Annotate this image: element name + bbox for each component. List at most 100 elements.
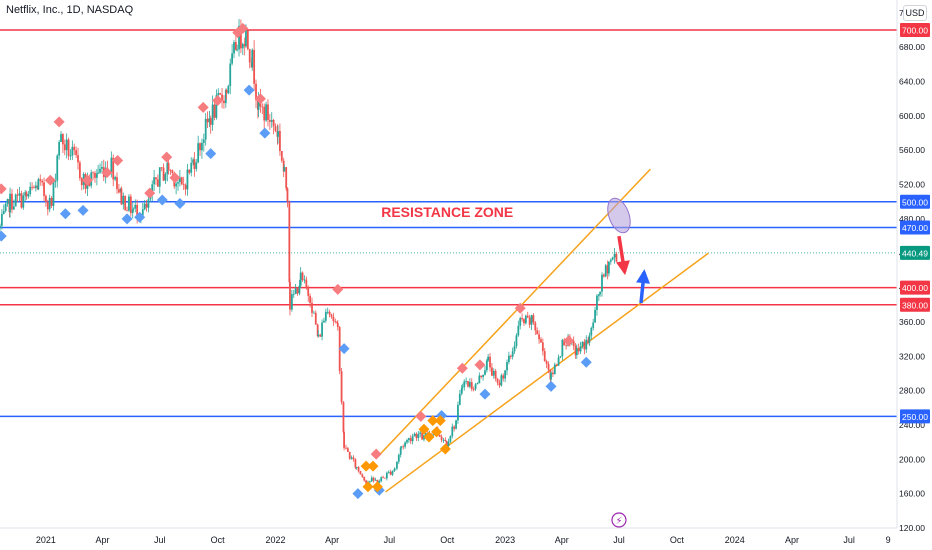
y-tick-label: 120.00 — [899, 523, 925, 533]
candle-body — [519, 318, 522, 326]
candle-body — [597, 294, 600, 296]
low-marker — [156, 194, 168, 206]
candle-body — [180, 177, 183, 185]
x-tick-label: Apr — [96, 535, 110, 545]
candle-body — [453, 426, 456, 429]
candle-body — [301, 272, 304, 280]
candle-body — [536, 330, 539, 335]
candle-body — [468, 382, 471, 387]
candle-body — [363, 476, 366, 481]
candle-body — [215, 95, 218, 118]
candle-body — [498, 382, 501, 386]
candle-body — [217, 93, 220, 96]
candle-body — [340, 371, 343, 403]
channel-line-1[interactable] — [385, 252, 709, 493]
candle-body — [500, 375, 503, 386]
candle-body — [577, 348, 580, 352]
candle-body — [389, 471, 392, 475]
candle-body — [134, 204, 137, 209]
candle-body — [460, 388, 463, 394]
candle-body — [530, 315, 533, 325]
channel-line-0[interactable] — [378, 168, 651, 456]
candle-body — [575, 348, 578, 356]
candle-body — [494, 370, 497, 379]
candle-body — [175, 183, 178, 187]
candle-body — [97, 172, 100, 174]
candle-body — [323, 320, 325, 323]
low-marker — [545, 380, 557, 392]
candle-body — [303, 279, 306, 281]
level-price-label: 470.00 — [902, 223, 928, 233]
candle-body — [444, 439, 447, 441]
currency-button[interactable]: USD — [903, 5, 927, 21]
candle-body — [294, 288, 297, 294]
high-marker — [44, 174, 56, 186]
candle-body — [193, 159, 196, 169]
candle-body — [234, 42, 237, 50]
y-tick-label: 360.00 — [899, 317, 925, 327]
candle-body — [526, 315, 529, 318]
candle-body — [465, 381, 468, 382]
candle-body — [18, 193, 21, 196]
candle-body — [34, 185, 37, 188]
candle-body — [613, 254, 616, 258]
y-tick-label: 160.00 — [899, 489, 925, 499]
candle-body — [27, 194, 30, 197]
high-marker — [81, 174, 93, 186]
current-price-label: 440.49 — [902, 248, 928, 258]
high-marker — [563, 335, 575, 347]
candle-body — [579, 346, 582, 352]
level-price-label-bg — [900, 220, 930, 235]
high-marker — [514, 302, 526, 314]
candles — [0, 18, 618, 486]
low-marker — [77, 204, 89, 216]
candle-body — [22, 195, 25, 208]
candle-body — [559, 356, 562, 358]
candle-body — [585, 339, 588, 350]
candle-body — [4, 203, 7, 212]
candle-body — [263, 106, 266, 121]
candle-body — [167, 162, 170, 171]
candle-body — [372, 477, 375, 481]
candle-body — [288, 201, 291, 283]
high-marker — [415, 410, 427, 422]
candle-body — [155, 177, 157, 180]
candle-body — [213, 104, 216, 118]
candle-body — [343, 432, 345, 448]
high-marker — [161, 151, 173, 163]
candle-body — [69, 155, 72, 157]
level-price-label: 700.00 — [902, 26, 928, 36]
x-tick-label: Apr — [555, 535, 569, 545]
highlight-ellipse[interactable] — [603, 195, 634, 236]
candle-body — [305, 279, 308, 288]
candle-body — [80, 178, 83, 186]
resistance-zone-label: RESISTANCE ZONE — [381, 204, 513, 220]
event-marker-circle[interactable] — [611, 512, 627, 528]
candle-body — [421, 432, 423, 440]
candle-body — [299, 272, 302, 286]
candle-body — [470, 382, 473, 390]
swing-marker — [367, 460, 379, 472]
high-marker — [101, 167, 113, 179]
y-tick-label: 200.00 — [899, 454, 925, 464]
candle-body — [596, 295, 598, 310]
candle-body — [225, 90, 228, 94]
candle-body — [380, 477, 383, 482]
x-tick-label: 9 — [886, 535, 891, 545]
candle-body — [283, 167, 286, 172]
candle-body — [478, 375, 481, 384]
candle-body — [378, 481, 381, 483]
candle-body — [131, 209, 134, 213]
candle-body — [229, 63, 232, 86]
candle-body — [355, 466, 358, 468]
low-marker — [243, 84, 255, 96]
candle-body — [440, 436, 443, 440]
swing-marker — [434, 415, 446, 427]
candle-body — [345, 447, 347, 449]
candle-body — [14, 194, 17, 207]
candle-body — [409, 438, 412, 442]
low-marker — [59, 208, 71, 220]
candle-body — [424, 433, 427, 436]
candle-body — [550, 372, 552, 380]
